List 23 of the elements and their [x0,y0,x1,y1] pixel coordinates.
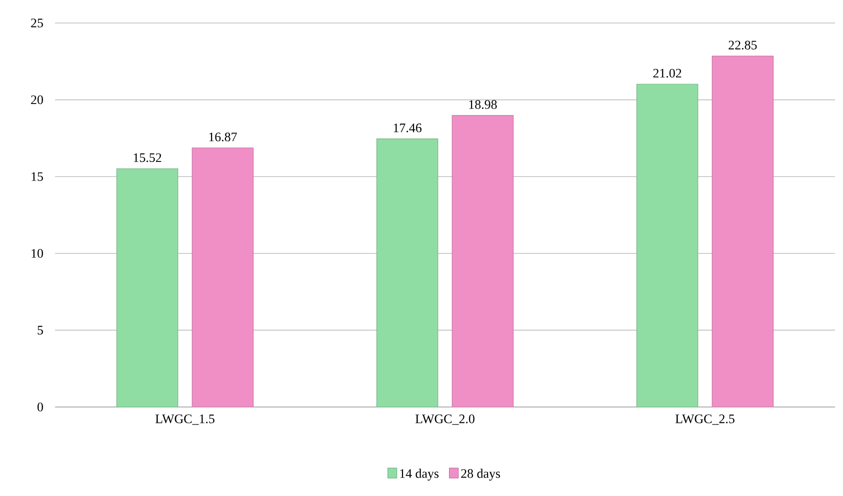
y-tick-label: 10 [32,249,43,258]
bar [116,168,178,407]
bar [192,148,254,407]
data-label: 15.52 [134,153,162,162]
y-tick-label: 15 [32,172,43,181]
x-tick-label: LWGC_2.0 [415,414,474,425]
legend-label: 14 days [400,468,439,481]
data-label: 17.46 [394,124,422,132]
x-tick-label: LWGC_1.5 [155,414,214,425]
bar [636,84,698,407]
data-label: 21.02 [653,68,682,78]
legend-label: 28 days [461,468,500,481]
y-tick-label: 20 [31,95,43,104]
y-tick-label: 5 [38,326,43,334]
bar [376,138,438,407]
y-tick-label: 25 [31,18,43,28]
y-tick-label: 0 [38,402,43,412]
bar [452,115,514,407]
data-label: 22.85 [728,40,757,50]
bar [712,56,774,407]
data-label: 18.98 [469,100,497,109]
x-tick-label: LWGC_2.5 [675,414,734,425]
data-label: 16.87 [209,132,237,142]
